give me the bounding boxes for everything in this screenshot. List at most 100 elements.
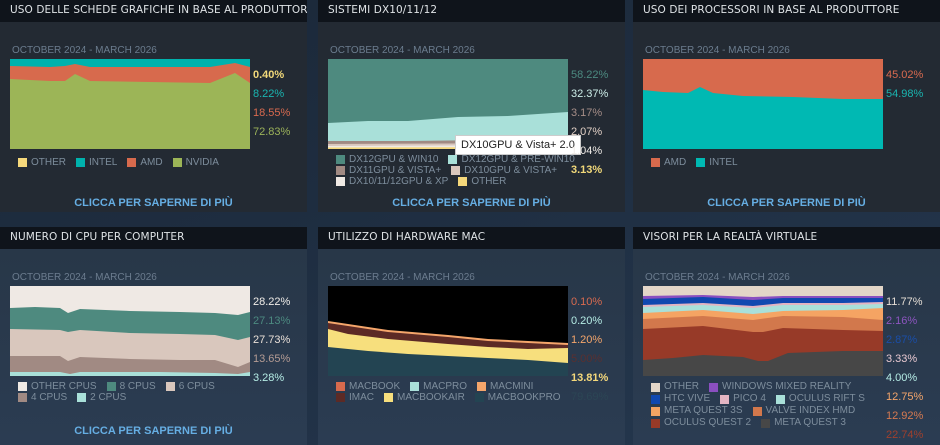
value-dx12-win10: 58.22% bbox=[571, 69, 609, 81]
panel-title: SISTEMI DX10/11/12 bbox=[318, 0, 625, 22]
value-intel: 8.22% bbox=[253, 88, 285, 100]
value-amd: 45.02% bbox=[886, 69, 924, 81]
legend-item-macbookair[interactable]: MACBOOKAIR bbox=[384, 392, 465, 403]
value-list: 58.22% 32.37% 3.17% 2.07% 1.04% 3.13% bbox=[571, 66, 608, 180]
legend-item-amd[interactable]: AMD bbox=[651, 157, 686, 168]
value-nvidia: 72.83% bbox=[253, 126, 291, 138]
legend: OTHER CPUS 8 CPUS 6 CPUS 4 CPUS 2 CPUS bbox=[18, 381, 298, 403]
value-macmini: 1.20% bbox=[571, 334, 603, 346]
date-range: OCTOBER 2024 - MARCH 2026 bbox=[330, 272, 475, 283]
chart-tooltip: DX10GPU & Vista+ 2.0 bbox=[455, 135, 581, 155]
legend-item-quest-3[interactable]: META QUEST 3 bbox=[761, 417, 846, 429]
legend-item-pico-4[interactable]: PICO 4 bbox=[720, 393, 766, 405]
value-list: 0.40% 8.22% 18.55% 72.83% bbox=[253, 66, 290, 142]
panel-title: USO DEI PROCESSORI IN BASE AL PRODUTTORE bbox=[633, 0, 940, 22]
legend: OTHER INTEL AMD NVIDIA bbox=[18, 157, 298, 168]
value-other: 3.13% bbox=[571, 164, 603, 176]
legend-item-dx12-prewin10[interactable]: DX12GPU & PRE-WIN10 bbox=[448, 154, 575, 165]
legend-item-nvidia[interactable]: NVIDIA bbox=[172, 157, 219, 168]
learn-more-link[interactable]: CLICCA PER SAPERNE DI PIÙ bbox=[707, 197, 866, 209]
value-4-cpus: 13.65% bbox=[253, 353, 291, 365]
learn-more-link[interactable]: CLICCA PER SAPERNE DI PIÙ bbox=[74, 197, 233, 209]
panel-title: USO DELLE SCHEDE GRAFICHE IN BASE AL PRO… bbox=[0, 0, 307, 22]
legend-item-dx10-vista[interactable]: DX10GPU & VISTA+ bbox=[451, 165, 557, 176]
value-macbookair: 13.81% bbox=[571, 372, 609, 384]
value-amd: 18.55% bbox=[253, 107, 291, 119]
legend-item-quest-2[interactable]: OCULUS QUEST 2 bbox=[651, 417, 751, 429]
value-list: 45.02% 54.98% bbox=[886, 66, 923, 104]
legend-item-other[interactable]: OTHER bbox=[458, 176, 506, 187]
legend-item-rift-s[interactable]: OCULUS RIFT S bbox=[775, 393, 865, 405]
legend: MACBOOK MACPRO MACMINI IMAC MACBOOKAIR M… bbox=[336, 381, 616, 403]
area-chart[interactable] bbox=[643, 286, 883, 376]
value-macpro: 0.20% bbox=[571, 315, 603, 327]
area-chart[interactable] bbox=[10, 59, 250, 149]
panel-title: NUMERO DI CPU PER COMPUTER bbox=[0, 227, 307, 249]
value-index: 12.92% bbox=[886, 410, 924, 422]
value-6-cpus: 27.73% bbox=[253, 334, 291, 346]
area-chart[interactable] bbox=[10, 286, 250, 376]
value-dx12-prewin10: 32.37% bbox=[571, 88, 609, 100]
legend-item-other[interactable]: OTHER bbox=[18, 157, 66, 168]
date-range: OCTOBER 2024 - MARCH 2026 bbox=[330, 45, 475, 56]
value-list: 28.22% 27.13% 27.73% 13.65% 3.28% bbox=[253, 293, 290, 388]
legend-item-macbook[interactable]: MACBOOK bbox=[336, 381, 400, 392]
legend-item-amd[interactable]: AMD bbox=[127, 157, 163, 168]
area-chart[interactable] bbox=[328, 286, 568, 376]
date-range: OCTOBER 2024 - MARCH 2026 bbox=[12, 272, 157, 283]
legend-item-other-cpus[interactable]: OTHER CPUS bbox=[18, 381, 97, 392]
legend-item-macmini[interactable]: MACMINI bbox=[477, 381, 533, 392]
legend-item-wmr[interactable]: WINDOWS MIXED REALITY bbox=[709, 381, 851, 393]
legend-item-htc-vive[interactable]: HTC VIVE bbox=[651, 393, 710, 405]
value-dx10-vista: 2.07% bbox=[571, 126, 603, 138]
value-pico-4: 3.33% bbox=[886, 353, 918, 365]
legend: AMD INTEL bbox=[651, 157, 931, 168]
legend-item-8-cpus[interactable]: 8 CPUS bbox=[106, 381, 156, 392]
legend-item-macpro[interactable]: MACPRO bbox=[410, 381, 467, 392]
learn-more-link[interactable]: CLICCA PER SAPERNE DI PIÙ bbox=[74, 425, 233, 437]
legend-item-quest-3s[interactable]: META QUEST 3S bbox=[651, 405, 743, 417]
legend-item-2-cpus[interactable]: 2 CPUS bbox=[77, 392, 126, 403]
panel-cpu-manufacturer: USO DEI PROCESSORI IN BASE AL PRODUTTORE… bbox=[633, 0, 940, 212]
date-range: OCTOBER 2024 - MARCH 2026 bbox=[645, 45, 790, 56]
legend-item-macbookpro[interactable]: MACBOOKPRO bbox=[474, 392, 561, 403]
learn-more-link[interactable]: CLICCA PER SAPERNE DI PIÙ bbox=[392, 197, 551, 209]
value-quest-3s: 12.75% bbox=[886, 391, 924, 403]
value-2-cpus: 3.28% bbox=[253, 372, 285, 384]
legend-item-imac[interactable]: IMAC bbox=[336, 392, 374, 403]
legend-item-intel[interactable]: INTEL bbox=[76, 157, 117, 168]
legend-item-intel[interactable]: INTEL bbox=[696, 157, 738, 168]
panel-vr-headsets: VISORI PER LA REALTÀ VIRTUALE OCTOBER 20… bbox=[633, 227, 940, 445]
panel-gpu-manufacturer: USO DELLE SCHEDE GRAFICHE IN BASE AL PRO… bbox=[0, 0, 307, 212]
value-list: 0.10% 0.20% 1.20% 5.00% 13.81% 79.69% bbox=[571, 293, 608, 407]
value-dx11-vista: 3.17% bbox=[571, 107, 603, 119]
legend-item-other[interactable]: OTHER bbox=[651, 381, 699, 393]
value-other: 11.77% bbox=[886, 296, 923, 308]
date-range: OCTOBER 2024 - MARCH 2026 bbox=[12, 45, 157, 56]
value-8-cpus: 27.13% bbox=[253, 315, 291, 327]
legend-item-dx11-vista[interactable]: DX11GPU & VISTA+ bbox=[336, 165, 441, 176]
panel-mac-hardware: UTILIZZO DI HARDWARE MAC OCTOBER 2024 - … bbox=[318, 227, 625, 445]
value-macbook: 0.10% bbox=[571, 296, 603, 308]
area-chart[interactable] bbox=[643, 59, 883, 149]
value-macbookpro: 79.69% bbox=[571, 391, 609, 403]
panel-cpu-count: NUMERO DI CPU PER COMPUTER OCTOBER 2024 … bbox=[0, 227, 307, 445]
panel-title: VISORI PER LA REALTÀ VIRTUALE bbox=[633, 227, 940, 249]
date-range: OCTOBER 2024 - MARCH 2026 bbox=[645, 272, 790, 283]
value-quest-2: 22.74% bbox=[886, 429, 924, 441]
value-xp: 1.04% bbox=[571, 145, 603, 157]
value-list: 11.77% 2.16% 2.87% 3.33% 4.00% 12.75% 12… bbox=[886, 293, 923, 445]
value-wmr: 2.16% bbox=[886, 315, 918, 327]
legend-item-dx-xp[interactable]: DX10/11/12GPU & XP bbox=[336, 176, 448, 187]
legend-item-4-cpus[interactable]: 4 CPUS bbox=[18, 392, 67, 403]
legend-item-index[interactable]: VALVE INDEX HMD bbox=[752, 405, 855, 417]
legend-item-6-cpus[interactable]: 6 CPUS bbox=[165, 381, 215, 392]
value-rift-s: 4.00% bbox=[886, 372, 918, 384]
value-intel: 54.98% bbox=[886, 88, 924, 100]
value-htc-vive: 2.87% bbox=[886, 334, 918, 346]
value-other-cpus: 28.22% bbox=[253, 296, 291, 308]
value-other: 0.40% bbox=[253, 69, 285, 81]
legend: OTHER WINDOWS MIXED REALITY HTC VIVE PIC… bbox=[651, 381, 931, 429]
legend-item-dx12-win10[interactable]: DX12GPU & WIN10 bbox=[336, 154, 438, 165]
panel-dx-systems: SISTEMI DX10/11/12 OCTOBER 2024 - MARCH … bbox=[318, 0, 625, 212]
